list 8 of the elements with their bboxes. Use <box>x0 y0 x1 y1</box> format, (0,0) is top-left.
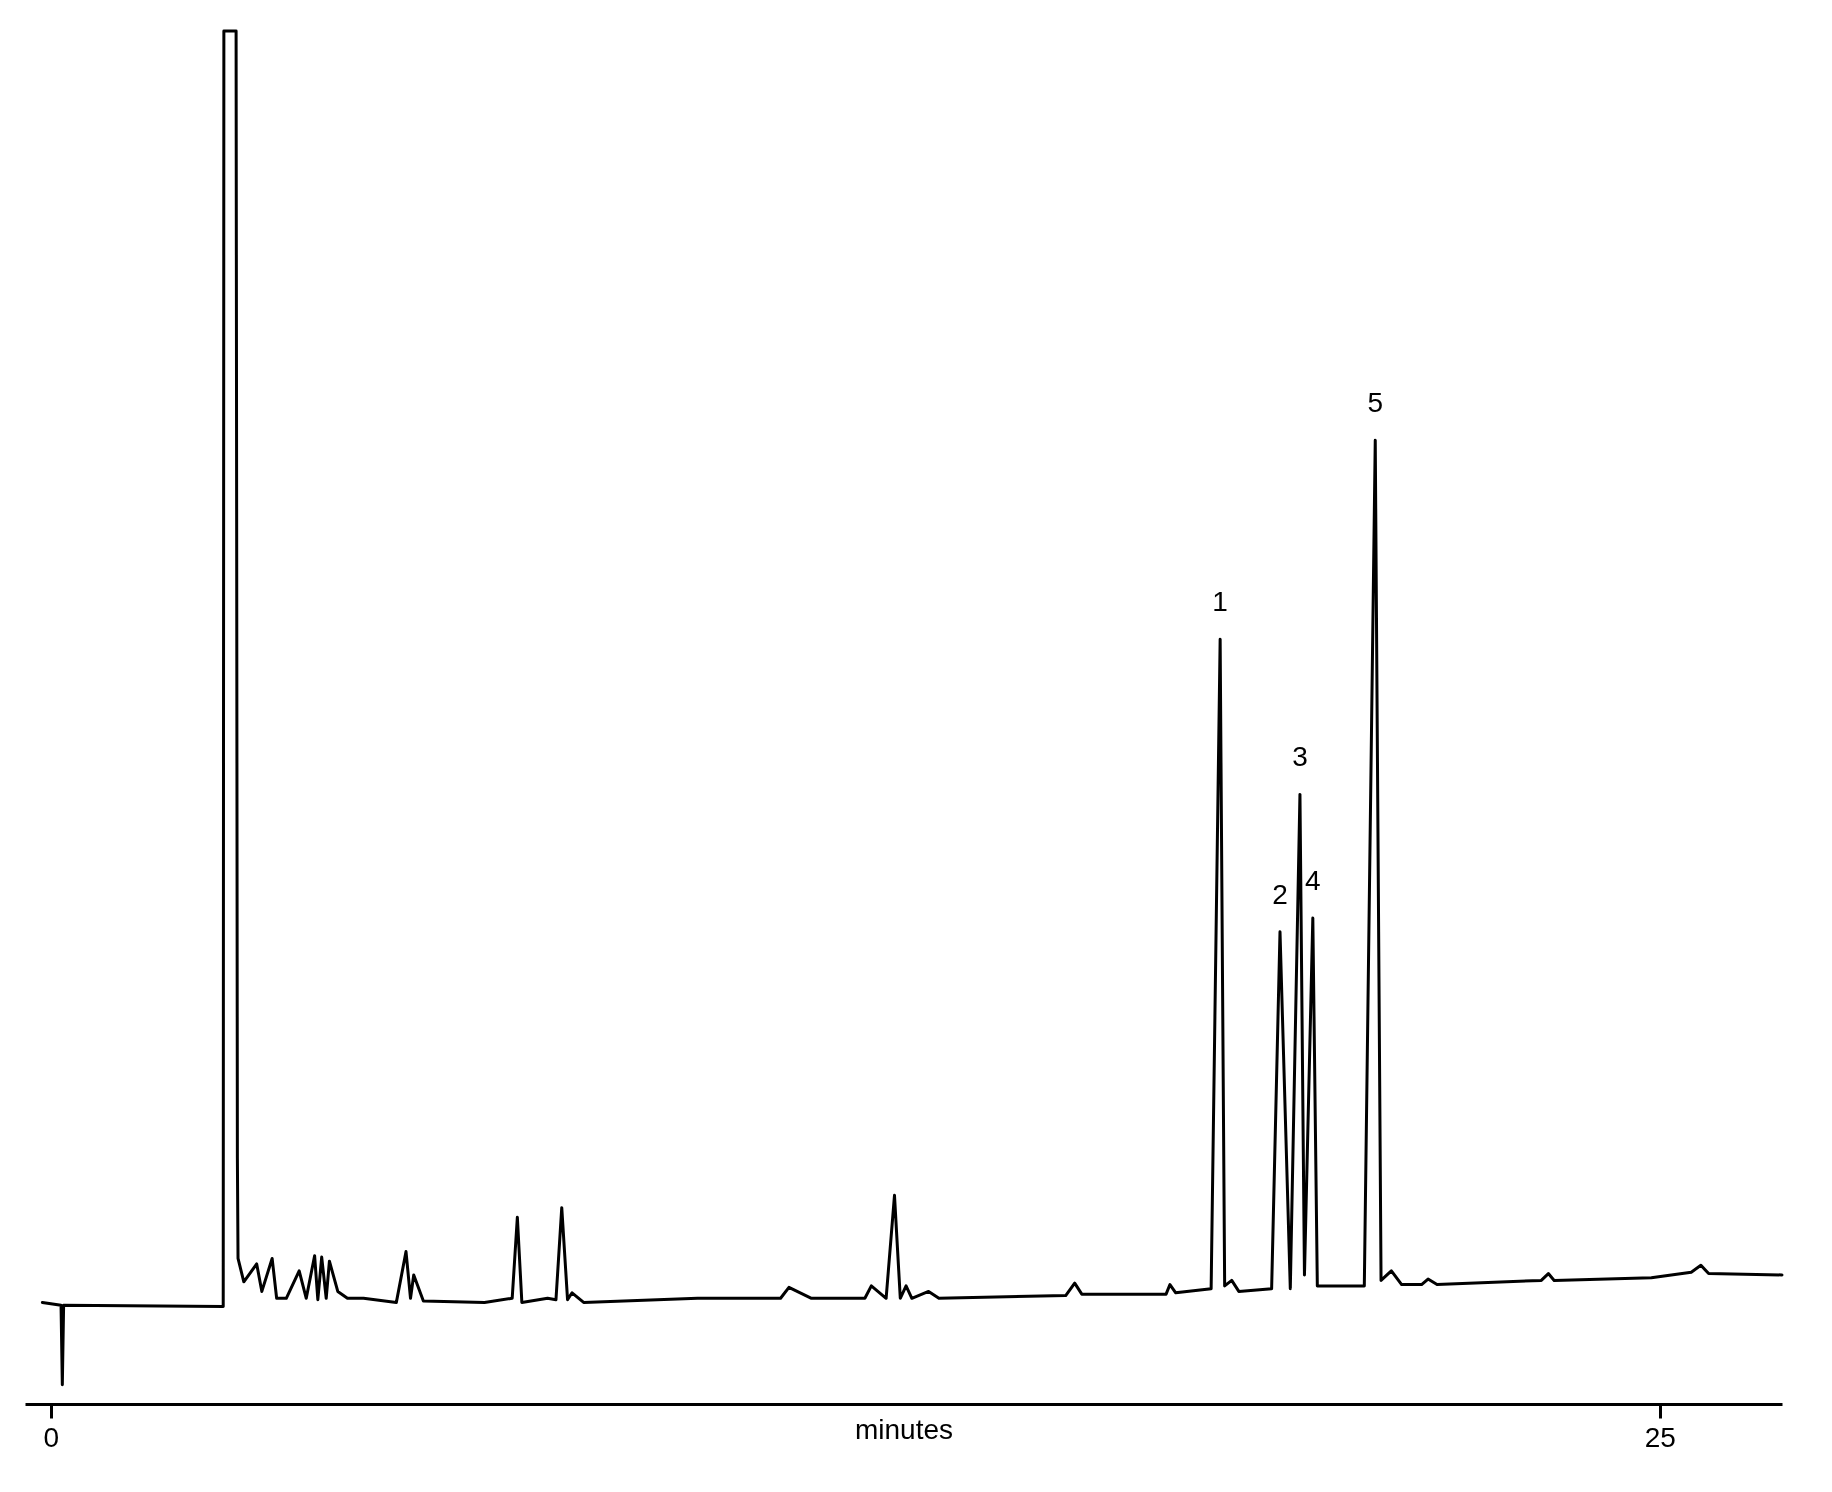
annotation: 5 <box>1367 387 1384 419</box>
annotation: 3 <box>1292 741 1308 773</box>
x-tick-label: 25 <box>1644 1421 1676 1453</box>
annotation: 4 <box>1305 864 1321 896</box>
annotation: 2 <box>1272 878 1288 910</box>
annotation: 1 <box>1212 586 1228 618</box>
x-tick-label: 0 <box>43 1421 60 1453</box>
x-axis-title: minutes <box>854 1413 954 1445</box>
